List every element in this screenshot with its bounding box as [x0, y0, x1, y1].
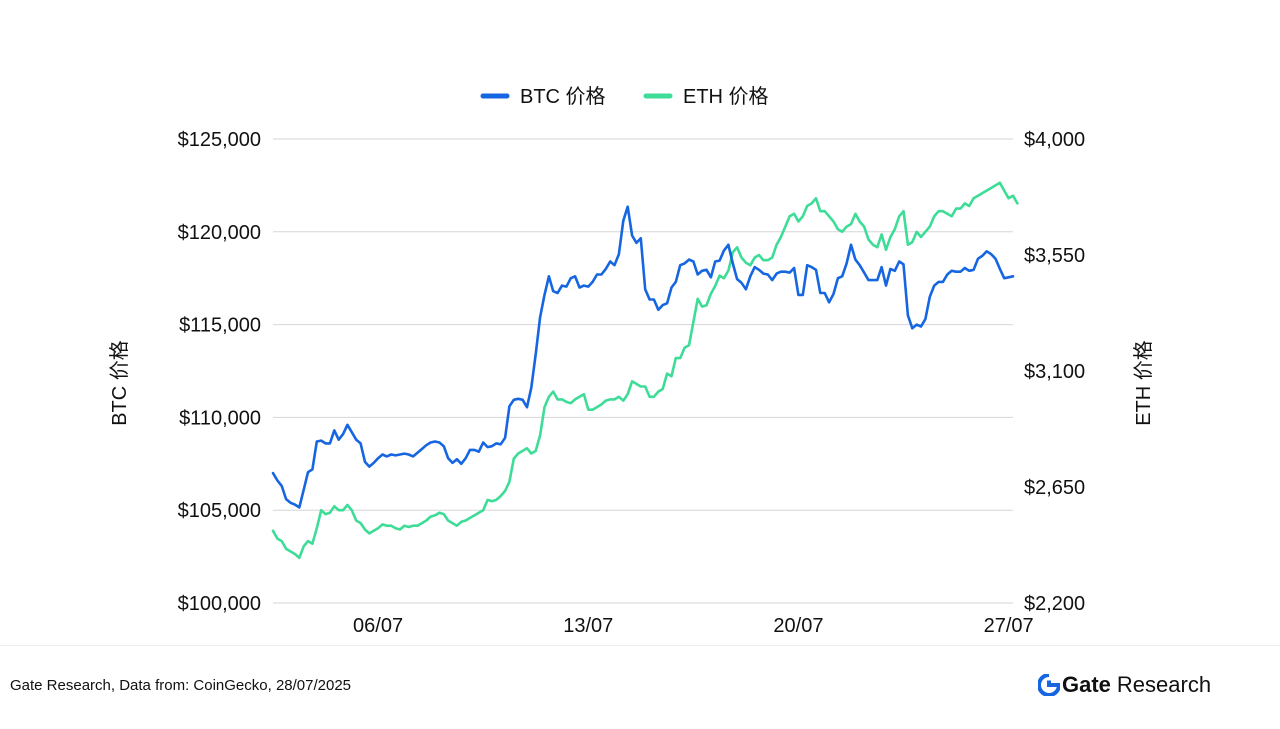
y-right-tick-label: $4,000 [1024, 129, 1085, 151]
y-left-tick-label: $105,000 [178, 500, 261, 522]
btc-price-line [271, 205, 1015, 509]
y-right-axis-label: ETH 价格 [1132, 340, 1155, 426]
y-left-tick-label: $120,000 [178, 222, 261, 244]
x-tick-label: 20/07 [773, 615, 823, 637]
eth-price-line [271, 181, 1019, 560]
footer-divider [0, 645, 1280, 646]
y-left-tick-label: $125,000 [178, 129, 261, 151]
legend-label: BTC 价格 [520, 85, 606, 108]
x-tick-label: 06/07 [353, 615, 403, 637]
brand-name: Gate [1062, 672, 1111, 697]
gate-logo-icon [1038, 674, 1060, 696]
y-left-tick-label: $110,000 [179, 407, 261, 429]
legend-label: ETH 价格 [683, 85, 769, 108]
y-right-tick-label: $3,100 [1024, 361, 1085, 383]
x-tick-label: 13/07 [563, 615, 613, 637]
y-right-tick-label: $2,200 [1024, 593, 1085, 615]
y-right-tick-label: $3,550 [1024, 245, 1085, 267]
x-tick-label: 27/07 [984, 615, 1034, 637]
brand-logo: Gate Research [1038, 672, 1211, 698]
footer-source: Gate Research, Data from: CoinGecko, 28/… [10, 677, 352, 694]
y-right-tick-label: $2,650 [1024, 477, 1085, 499]
y-left-axis-label: BTC 价格 [108, 340, 131, 426]
brand-suffix: Research [1116, 672, 1212, 697]
y-left-tick-label: $100,000 [178, 593, 261, 615]
y-left-tick-label: $115,000 [179, 315, 261, 337]
